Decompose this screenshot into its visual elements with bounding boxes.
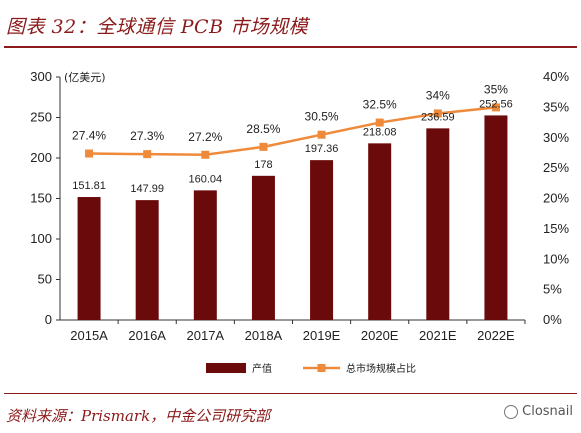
bar — [310, 160, 334, 320]
x-tick-label: 2019E — [303, 328, 341, 343]
y-right-tick-label: 20% — [543, 191, 569, 206]
figure-title: 图表 32：全球通信 PCB 市场规模 — [6, 16, 309, 38]
bar — [426, 128, 450, 320]
x-tick-label: 2022E — [477, 328, 515, 343]
percent-label: 34% — [426, 88, 450, 102]
legend: 产值 总市场规模占比 — [206, 362, 416, 375]
axes — [59, 77, 525, 321]
line-marker — [433, 109, 442, 118]
bar — [484, 115, 508, 321]
percent-label: 28.5% — [246, 122, 280, 136]
bar-value-label: 151.81 — [72, 180, 106, 192]
y-right-tick-label: 10% — [543, 251, 569, 266]
line-marker — [317, 130, 326, 139]
y-left-tick-label: 200 — [30, 150, 52, 165]
x-tick-label: 2016A — [128, 328, 166, 343]
line-marker — [491, 103, 500, 112]
bar-value-label: 252.56 — [479, 98, 513, 110]
bar-value-label: 160.04 — [188, 173, 222, 185]
y-right-tick-label: 15% — [543, 221, 569, 236]
y-right-tick-label: 40% — [543, 69, 569, 84]
y-left-tick-label: 50 — [38, 272, 52, 287]
y-right-tick-label: 25% — [543, 160, 569, 175]
bar-value-label: 197.36 — [305, 143, 339, 155]
bar-value-label: 178 — [254, 159, 272, 171]
y-left-tick-label: 250 — [30, 110, 52, 125]
bar — [135, 200, 159, 320]
x-tick-label: 2021E — [419, 328, 457, 343]
y-left-tick-label: 0 — [45, 312, 52, 327]
bar — [77, 197, 101, 320]
legend-bar-swatch — [206, 363, 246, 373]
bar — [251, 175, 275, 320]
watermark: Closnail — [504, 404, 573, 419]
y-right-tick-label: 30% — [543, 130, 569, 145]
percent-label: 27.2% — [188, 130, 222, 144]
y-left-tick-label: 300 — [30, 69, 52, 84]
wechat-icon — [504, 404, 519, 419]
watermark-text: Closnail — [522, 404, 573, 419]
y-right-tick-label: 0% — [543, 312, 562, 327]
percent-label: 27.4% — [72, 129, 106, 143]
chart: (亿美元) 0 50 100 150 200 250 300 0% 5% 10% 15% 20% 25… — [30, 69, 569, 375]
title-divider — [4, 46, 577, 48]
line-marker — [201, 150, 210, 159]
source-note: 资料来源：Prismark，中金公司研究部 — [6, 407, 271, 425]
percent-label: 27.3% — [130, 129, 164, 143]
bar-value-label: 147.99 — [130, 183, 164, 195]
y-right-tick-label: 35% — [543, 99, 569, 114]
x-tick-label: 2020E — [361, 328, 399, 343]
legend-line-marker — [317, 364, 326, 372]
y-left-tick-label: 100 — [30, 231, 52, 246]
y-right-tick-label: 5% — [543, 282, 562, 297]
x-tick-label: 2015A — [70, 328, 108, 343]
percent-label: 32.5% — [363, 98, 397, 112]
y-axis-unit-label: (亿美元) — [64, 71, 106, 84]
bar-value-label: 218.08 — [363, 126, 397, 138]
line-marker — [85, 149, 94, 158]
percent-label: 35% — [484, 82, 508, 96]
line-marker — [375, 118, 384, 127]
source-divider — [4, 393, 577, 394]
line-series — [89, 106, 497, 157]
bar — [193, 190, 217, 320]
percent-label: 30.5% — [305, 110, 339, 124]
line-marker — [143, 150, 152, 159]
line-marker — [259, 142, 268, 151]
legend-line-label: 总市场规模占比 — [346, 362, 416, 375]
x-tick-label: 2017A — [187, 328, 225, 343]
legend-bar-label: 产值 — [252, 362, 272, 375]
y-left-tick-label: 150 — [30, 191, 52, 206]
bar-value-label: 236.59 — [421, 111, 455, 123]
bar — [368, 143, 392, 320]
x-tick-label: 2018A — [245, 328, 283, 343]
